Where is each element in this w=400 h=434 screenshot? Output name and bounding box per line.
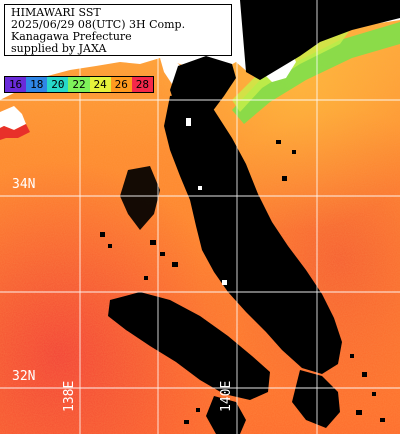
cloud-fragments-mid: [120, 166, 160, 230]
cloud-band-south: [108, 292, 270, 400]
temperature-legend: 16 18 20 22 24 26 28: [4, 76, 154, 93]
title-line: supplied by JAXA: [11, 42, 107, 55]
latitude-label: 34N: [12, 177, 36, 192]
title-line: Kanagawa Prefecture: [11, 30, 132, 43]
cloud-fragments-southeast: [292, 370, 340, 428]
coastal-cool-band: [232, 22, 400, 124]
legend-swatch-28: 28: [131, 77, 153, 92]
title-line: HIMAWARI SST: [11, 6, 101, 19]
coastal-cool-band-2: [232, 30, 350, 112]
legend-swatch-16: 16: [5, 77, 27, 92]
longitude-label: 140E: [219, 380, 234, 412]
latitude-label: 32N: [12, 369, 36, 384]
legend-swatch-24: 24: [89, 77, 111, 92]
legend-swatch-22: 22: [68, 77, 90, 92]
cloud-north-strip: [240, 0, 400, 80]
land-west-coast: [0, 106, 26, 130]
cloud-fragments-lower: [206, 396, 246, 434]
cloud-speckles: [100, 140, 385, 424]
clear-spots: [186, 118, 227, 285]
longitude-label: 138E: [62, 380, 77, 412]
cloud-band-main: [164, 92, 342, 374]
legend-swatch-26: 26: [110, 77, 132, 92]
legend-swatch-18: 18: [26, 77, 48, 92]
title-line: 2025/06/29 08(UTC) 3H Comp.: [11, 18, 186, 31]
title-box: HIMAWARI SST 2025/06/29 08(UTC) 3H Comp.…: [4, 4, 232, 56]
red-coastline: [0, 124, 30, 140]
legend-swatch-20: 20: [47, 77, 69, 92]
